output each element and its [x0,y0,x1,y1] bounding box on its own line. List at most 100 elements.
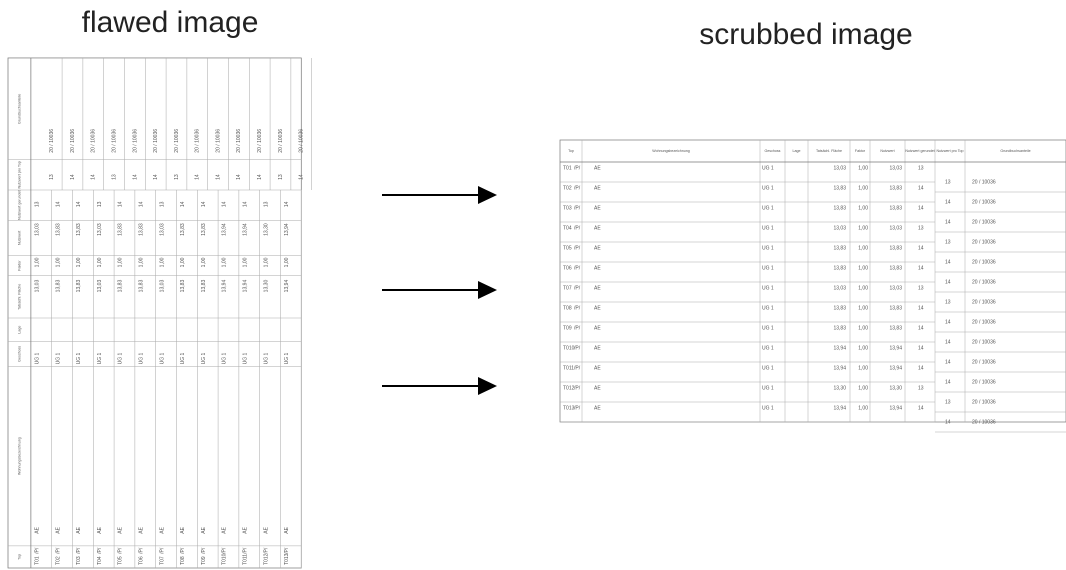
table-cell: /P/ [242,547,248,554]
header-cell: Geschoss [17,346,21,362]
table-cell: UG 1 [55,352,61,364]
table-cell: 1,00 [858,345,868,351]
table-cell: UG 1 [159,352,165,364]
table-cell: 1,00 [858,305,868,311]
table-cell: 13,03 [34,280,40,293]
table-cell: 13,03 [34,223,40,236]
table-cell: /P/ [574,365,581,371]
scrubbed-title: scrubbed image [699,18,912,51]
table-cell: 13,83 [118,280,124,293]
table-cell: 13,03 [97,280,103,293]
table-cell: 13,03 [159,280,165,293]
table-cell: AE [594,225,601,231]
table-cell: /P/ [574,285,581,291]
table-cell: 13,83 [889,245,902,251]
table-cell: AE [201,526,207,533]
table-cell: 14 [945,319,951,325]
table-cell: /P/ [574,325,581,331]
flawed-title: flawed image [82,6,259,39]
table-cell: AE [118,526,124,533]
table-cell: 13 [159,201,165,207]
table-cell: AE [55,526,61,533]
table-cell: T05 [118,556,124,565]
table-cell: T09 [563,325,572,331]
table-cell: T010 [222,553,228,565]
table-cell: 20 / 10036 [972,239,996,245]
table-cell: 13 [945,239,951,245]
arrows [382,186,497,395]
table-cell: 13,94 [222,280,228,293]
table-cell: 14 [201,201,207,207]
table-cell: 13 [49,174,55,180]
arrow-head [478,281,497,299]
table-cell: 1,00 [263,257,269,267]
table-cell: 20 / 10036 [278,129,284,153]
header-cell: Tatsächl. Fläche [816,149,842,153]
header-cell: Grundbuchsanteile [17,94,21,124]
table-cell: 13 [918,385,924,391]
table-cell: AE [594,245,601,251]
table-cell: 1,00 [284,257,290,267]
table-cell: UG 1 [242,352,248,364]
table-cell: 13,94 [889,405,902,411]
table-cell: AE [242,526,248,533]
table-cell: AE [263,526,269,533]
table-cell: 14 [118,201,124,207]
table-cell: UG 1 [201,352,207,364]
table-cell: 1,00 [180,257,186,267]
table-cell: 14 [945,279,951,285]
table-cell: 13,30 [833,385,846,391]
table-cell: 1,00 [858,185,868,191]
header-cell: Top [568,149,574,153]
table-cell: 1,00 [858,225,868,231]
table-cell: 14 [945,379,951,385]
table-cell: /P/ [574,385,581,391]
table-cell: 14 [215,174,221,180]
table-cell: 14 [153,174,159,180]
table-cell: 13,83 [138,280,144,293]
table-cell: 13,83 [138,223,144,236]
table-cell: 13,03 [889,165,902,171]
table-cell: 13,83 [118,223,124,236]
table-cell: AE [594,405,601,411]
table-cell: UG 1 [762,185,774,191]
table-cell: /P/ [263,547,269,554]
figure: flawed image scrubbed image TopWohnungsb… [0,0,1066,570]
table-cell: 13,83 [889,185,902,191]
table-cell: 20 / 10036 [299,129,305,153]
table-cell: 13,94 [833,345,846,351]
table-cell: /P/ [201,547,207,554]
table-cell: 14 [180,201,186,207]
table-cell: 20 / 10036 [972,379,996,385]
table-cell: 20 / 10036 [153,129,159,153]
table-cell: /P/ [76,547,82,554]
table-cell: T013 [284,553,290,565]
table-cell: UG 1 [284,352,290,364]
table-cell: /P/ [222,547,228,554]
table-cell: AE [594,385,601,391]
table-cell: 13,30 [263,280,269,293]
table-cell: 13,94 [284,223,290,236]
table-cell: 13,83 [201,280,207,293]
table-cell: 13,30 [889,385,902,391]
table-cell: 20 / 10036 [972,199,996,205]
table-cell: 1,00 [858,325,868,331]
table-cell: AE [284,526,290,533]
header-cell: Faktor [855,149,866,153]
table-cell: 13,30 [263,223,269,236]
table-cell: 13,94 [889,345,902,351]
table-cell: /P/ [55,547,61,554]
table-cell: 14 [55,201,61,207]
table-cell: 1,00 [76,257,82,267]
table-cell: 20 / 10036 [972,399,996,405]
table-cell: 13,83 [833,245,846,251]
table-cell: 20 / 10036 [972,299,996,305]
table-cell: UG 1 [762,205,774,211]
table-cell: 1,00 [858,245,868,251]
table-cell: 1,00 [55,257,61,267]
header-cell: Nutzwert pro Top [17,161,21,188]
header-cell: Lage [17,326,21,334]
table-cell: 20 / 10036 [111,129,117,153]
table-cell: T04 [97,556,103,565]
table-cell: 20 / 10036 [972,219,996,225]
